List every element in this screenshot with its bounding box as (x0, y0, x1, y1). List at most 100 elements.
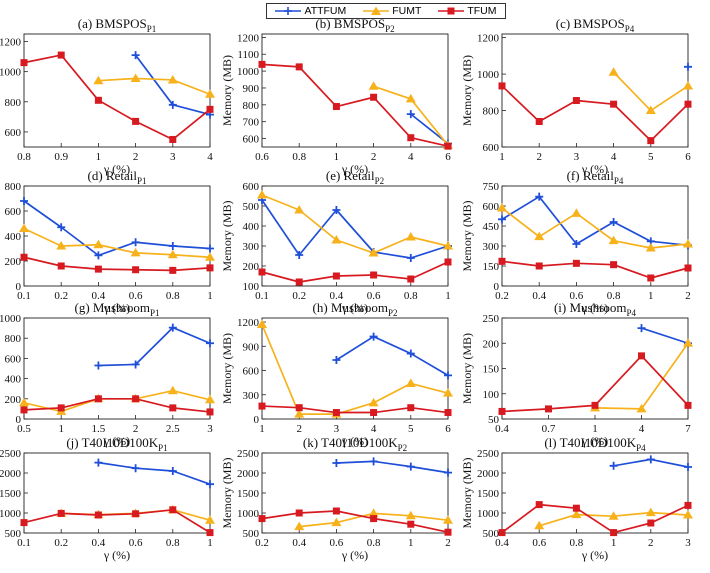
x-tick-label: 0.8 (404, 290, 418, 302)
x-tick-label: 1 (499, 151, 505, 163)
x-tick-label: 0.4 (330, 290, 344, 302)
y-tick-label: 800 (5, 333, 22, 345)
y-tick-label: 0 (494, 281, 500, 293)
data-point-tfum (57, 262, 65, 270)
x-tick-label: 0.1 (17, 290, 31, 302)
data-point-fumt (571, 208, 582, 217)
x-tick-label: 1 (207, 537, 213, 549)
data-point-attfum (406, 110, 415, 119)
data-point-tfum (444, 409, 452, 417)
data-point-fumt (497, 203, 507, 212)
panel-title-main: (f) Retail (567, 168, 615, 183)
chart-panel-1: (b) BMSPOSP2 600 700 800 900 1000 1100 1200 0.6 0… (220, 16, 453, 176)
x-tick-label: 0.8 (17, 151, 31, 163)
panel-title: (g) MushroomP1 (75, 300, 160, 318)
series-line-tfum (23, 397, 211, 413)
data-point-fumt (331, 235, 342, 244)
x-tick-label: 4 (639, 423, 645, 435)
data-point-tfum (94, 395, 102, 403)
y-tick-label: 2500 (0, 448, 22, 460)
x-axis-label: γ (%) (103, 548, 130, 562)
chart-panel-2: (c) BMSPOSP4 600 800 1000 1200 1 2 3 4 5 6 γ (%) Mem… (460, 16, 693, 176)
panel-title-sub: P4 (614, 176, 624, 186)
x-tick-label: 0.4 (495, 537, 509, 549)
x-tick-label: 4 (207, 151, 213, 163)
x-tick-label: 2 (648, 537, 654, 549)
data-point-tfum (370, 515, 378, 523)
y-tick-label: 100 (243, 281, 260, 293)
data-point-attfum (572, 240, 581, 248)
y-tick-label: 600 (483, 201, 500, 213)
y-tick-label: 2500 (477, 448, 500, 460)
data-point-fumt (130, 247, 141, 257)
series-line-fumt (98, 77, 211, 96)
x-axis-label: γ (%) (341, 548, 368, 562)
series-line-fumt (23, 227, 211, 259)
x-axis-label: γ (%) (341, 434, 368, 448)
panel-title-sub: P4 (636, 443, 646, 453)
panel-title: (b) BMSPOSP2 (315, 16, 394, 34)
y-tick-label: 900 (243, 83, 260, 95)
data-point-attfum (609, 218, 618, 226)
legend-item-attfum: ATTFUM (275, 5, 346, 17)
legend-label-fumt: FUMT (392, 5, 422, 17)
x-tick-label: 0.8 (570, 537, 584, 549)
data-point-fumt (205, 515, 215, 524)
data-point-attfum (369, 332, 378, 341)
data-point-tfum (407, 404, 415, 412)
x-tick-label: 2 (133, 423, 139, 435)
series-line-tfum (261, 510, 449, 534)
data-point-tfum (535, 501, 543, 509)
x-tick-label: 1 (259, 423, 265, 435)
x-tick-label: 0.4 (495, 423, 509, 435)
series-line-fumt (261, 324, 449, 416)
panel-title-main: (b) BMSPOS (315, 16, 385, 31)
x-tick-label: 0.6 (367, 290, 381, 302)
data-point-tfum (20, 59, 28, 67)
data-point-tfum (169, 404, 177, 412)
data-point-fumt (443, 241, 453, 250)
x-tick-label: 0.6 (330, 537, 344, 549)
x-tick-label: 1 (96, 151, 102, 163)
data-point-tfum (332, 103, 340, 111)
x-tick-label: 0.1 (17, 537, 31, 549)
data-point-tfum (57, 51, 65, 59)
panel-title: (c) BMSPOSP4 (556, 16, 635, 34)
data-point-tfum (591, 401, 599, 409)
data-point-attfum (94, 458, 103, 467)
data-point-attfum (94, 251, 103, 260)
data-point-fumt (405, 510, 416, 520)
panel-title-main: (k) T40I10D100K (303, 435, 398, 450)
panel-title-sub: P1 (147, 24, 157, 34)
x-tick-label: 4 (408, 151, 414, 163)
data-point-attfum (684, 62, 692, 71)
x-axis-label: γ (%) (581, 301, 608, 315)
data-point-fumt (443, 515, 453, 524)
data-point-tfum (647, 519, 655, 527)
y-tick-label: 400 (5, 231, 22, 243)
data-point-tfum (169, 135, 177, 143)
y-tick-label: 1200 (237, 317, 260, 329)
legend-item-tfum: TFUM (438, 5, 497, 17)
data-point-attfum (444, 468, 452, 477)
chart-panel-7: (h) MushroomP2 0 300 600 900 1200 1 2 3 4 5 6 γ (%) M… (220, 300, 453, 448)
data-point-tfum (20, 253, 28, 261)
data-point-attfum (131, 238, 140, 247)
y-tick-label: 600 (243, 181, 260, 193)
plot-frame (261, 185, 449, 287)
plot-frame (23, 185, 211, 287)
x-tick-label: 0.2 (292, 290, 306, 302)
legend-label-attfum: ATTFUM (304, 5, 347, 17)
data-point-fumt (257, 190, 267, 199)
x-tick-label: 0.2 (54, 290, 68, 302)
y-axis-label: Memory (MB) (220, 55, 234, 126)
series-line-fumt (612, 71, 689, 112)
panel-title-sub: P2 (388, 308, 398, 318)
data-point-fumt (645, 105, 656, 115)
data-point-tfum (545, 405, 552, 413)
data-point-tfum (20, 406, 28, 414)
x-axis-label: γ (%) (581, 548, 608, 562)
x-tick-label: 3 (685, 537, 691, 549)
panel-title-main: (j) T40I10D100K (66, 435, 158, 450)
x-tick-label: 6 (685, 151, 691, 163)
